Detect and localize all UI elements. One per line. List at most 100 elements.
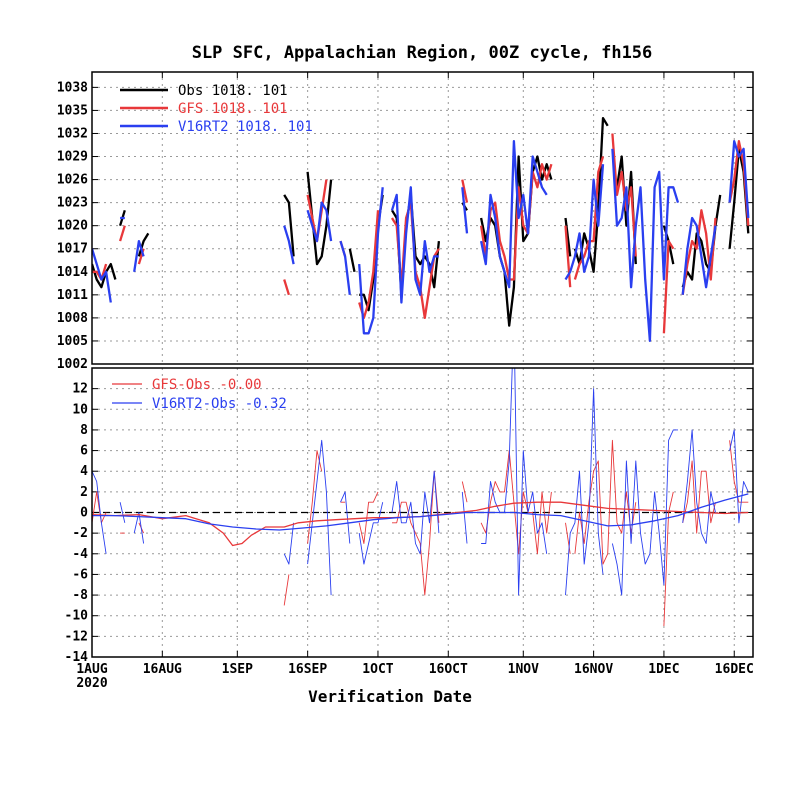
bottom-series-0-segment-0 (92, 491, 107, 524)
top-legend-label-1: GFS 1018. 101 (178, 101, 288, 117)
bottom-series-1-segment-2 (133, 512, 145, 544)
top-panel: 1002 1005 1008 1011 1014 1017 1020 1023 1026 1029… (57, 71, 754, 372)
top-series-2-segment-3 (283, 225, 295, 265)
bottom-ytick-label-8: 2 (80, 485, 88, 500)
top-series-2-segment-13 (728, 140, 750, 219)
x-tick-sublabel-0: 2020 (76, 676, 107, 691)
bottom-series-1-segment-5 (340, 491, 351, 544)
chart-title: SLP SFC, Appalachian Region, 00Z cycle, … (192, 43, 653, 63)
bottom-series-1-segment-13 (729, 429, 749, 524)
bottom-ytick-label-1: -12 (65, 629, 88, 644)
top-series-2-segment-6 (358, 187, 384, 335)
bottom-ytick-label-11: 8 (80, 423, 88, 438)
top-series-2-segment-4 (306, 201, 333, 243)
bottom-series-1-segment-12 (682, 429, 716, 544)
x-tick-label-3: 16SEP (288, 662, 327, 677)
top-ytick-label-11: 1035 (57, 103, 88, 118)
bottom-series-0-segment-12 (663, 491, 674, 627)
top-series-2-segment-2 (133, 239, 145, 272)
top-ytick-label-6: 1020 (57, 219, 88, 234)
top-series-1-segment-10 (564, 225, 572, 288)
bottom-series-0-segment-13 (682, 460, 716, 534)
top-legend-label-0: Obs 1018. 101 (178, 83, 288, 99)
top-series-2-segment-9 (479, 140, 548, 289)
x-tick-label-6: 1NOV (508, 662, 539, 677)
bottom-ytick-label-12: 10 (72, 402, 88, 417)
top-ytick-label-2: 1008 (57, 311, 88, 326)
x-tick-label-5: 16OCT (429, 662, 468, 677)
top-series-1-segment-1 (119, 225, 126, 242)
top-series-2-segment-7 (390, 186, 439, 304)
x-tick-label-2: 1SEP (222, 662, 253, 677)
bottom-series-0-segment-11 (574, 439, 637, 565)
bottom-series-1-segment-3 (283, 522, 295, 565)
bottom-ytick-label-5: -4 (72, 547, 88, 562)
x-tick-label-4: 1OCT (362, 662, 393, 677)
bottom-series-1-segment-7 (391, 470, 440, 555)
bottom-series-1-segment-10 (565, 388, 604, 596)
bottom-series-1-segment-9 (481, 368, 548, 596)
bottom-series-0-segment-4 (307, 450, 323, 544)
top-series-2-segment-0 (92, 248, 112, 303)
bottom-series-1-segment-4 (307, 439, 332, 596)
bottom-ytick-label-10: 6 (80, 444, 88, 459)
x-tick-label-8: 1DEC (648, 662, 679, 677)
top-ytick-label-9: 1029 (57, 150, 88, 165)
bottom-series-3-segment-0 (92, 493, 749, 531)
bottom-series-1-segment-11 (611, 429, 678, 596)
bottom-series-2-segment-0 (92, 501, 749, 547)
bottom-ytick-label-13: 12 (72, 382, 88, 397)
top-series-0-segment-11 (573, 116, 609, 273)
top-series-2-segment-10 (564, 164, 605, 281)
bottom-ytick-label-9: 4 (80, 464, 88, 479)
bottom-series-1-segment-0 (92, 471, 107, 554)
top-ytick-label-0: 1002 (57, 357, 88, 372)
top-frame (91, 71, 754, 365)
x-tick-label-1: 16AUG (143, 662, 182, 677)
top-ytick-label-10: 1032 (57, 126, 88, 141)
x-tick-label-9: 16DEC (715, 662, 754, 677)
bottom-series-1-segment-8 (461, 491, 468, 544)
bottom-series-0-segment-3 (283, 574, 290, 606)
top-legend-label-2: V16RT2 1018. 101 (178, 119, 313, 135)
bottom-ytick-label-3: -8 (72, 588, 88, 603)
top-ytick-label-7: 1023 (57, 196, 88, 211)
top-series-2-segment-12 (681, 216, 717, 295)
bottom-series-1-segment-1 (119, 502, 126, 523)
top-series-1-segment-14 (681, 209, 717, 295)
top-series-1-segment-13 (662, 239, 675, 334)
bottom-legend-label-0: GFS-Obs -0.00 (152, 377, 262, 393)
top-series-0-segment-5 (348, 248, 356, 273)
top-series-0-segment-0 (92, 262, 117, 289)
bottom-series-0-segment-8 (461, 481, 468, 503)
bottom-panel: -14 -12 -10 -8 -6 -4 -2 0 2 4 6 8 10 12 GFS-Obs -0.00 V… (65, 367, 754, 665)
top-series-1-segment-12 (611, 133, 637, 257)
top-ytick-label-8: 1026 (57, 173, 88, 188)
x-tick-label-7: 16NOV (574, 662, 613, 677)
top-series-2-segment-5 (339, 240, 351, 295)
top-series-0-segment-3 (283, 194, 295, 257)
top-ytick-label-1: 1005 (57, 334, 88, 349)
top-series-2-segment-8 (461, 187, 469, 234)
top-series-0-segment-2 (137, 232, 150, 257)
top-series-0-segment-10 (564, 217, 572, 257)
bottom-legend-label-1: V16RT2-Obs -0.32 (152, 396, 287, 412)
x-axis-label: Verification Date (308, 687, 472, 706)
top-ytick-label-12: 1038 (57, 80, 88, 95)
bottom-ytick-label-0: -14 (65, 650, 89, 665)
bottom-ytick-label-4: -6 (72, 567, 88, 582)
bottom-series-0-segment-6 (358, 491, 379, 544)
top-series-2-segment-11 (611, 148, 680, 343)
bottom-ytick-label-6: -2 (72, 526, 88, 541)
bottom-ytick-label-7: 0 (80, 506, 88, 521)
top-series-1-segment-3 (283, 279, 290, 296)
top-ytick-label-5: 1017 (57, 242, 88, 257)
bottom-series-0-segment-14 (729, 440, 749, 503)
top-series-1-segment-8 (461, 179, 469, 203)
top-ytick-label-4: 1014 (57, 265, 88, 280)
bottom-ytick-label-2: -10 (65, 609, 89, 624)
bottom-series-group (92, 368, 749, 627)
top-series-group (92, 116, 750, 343)
